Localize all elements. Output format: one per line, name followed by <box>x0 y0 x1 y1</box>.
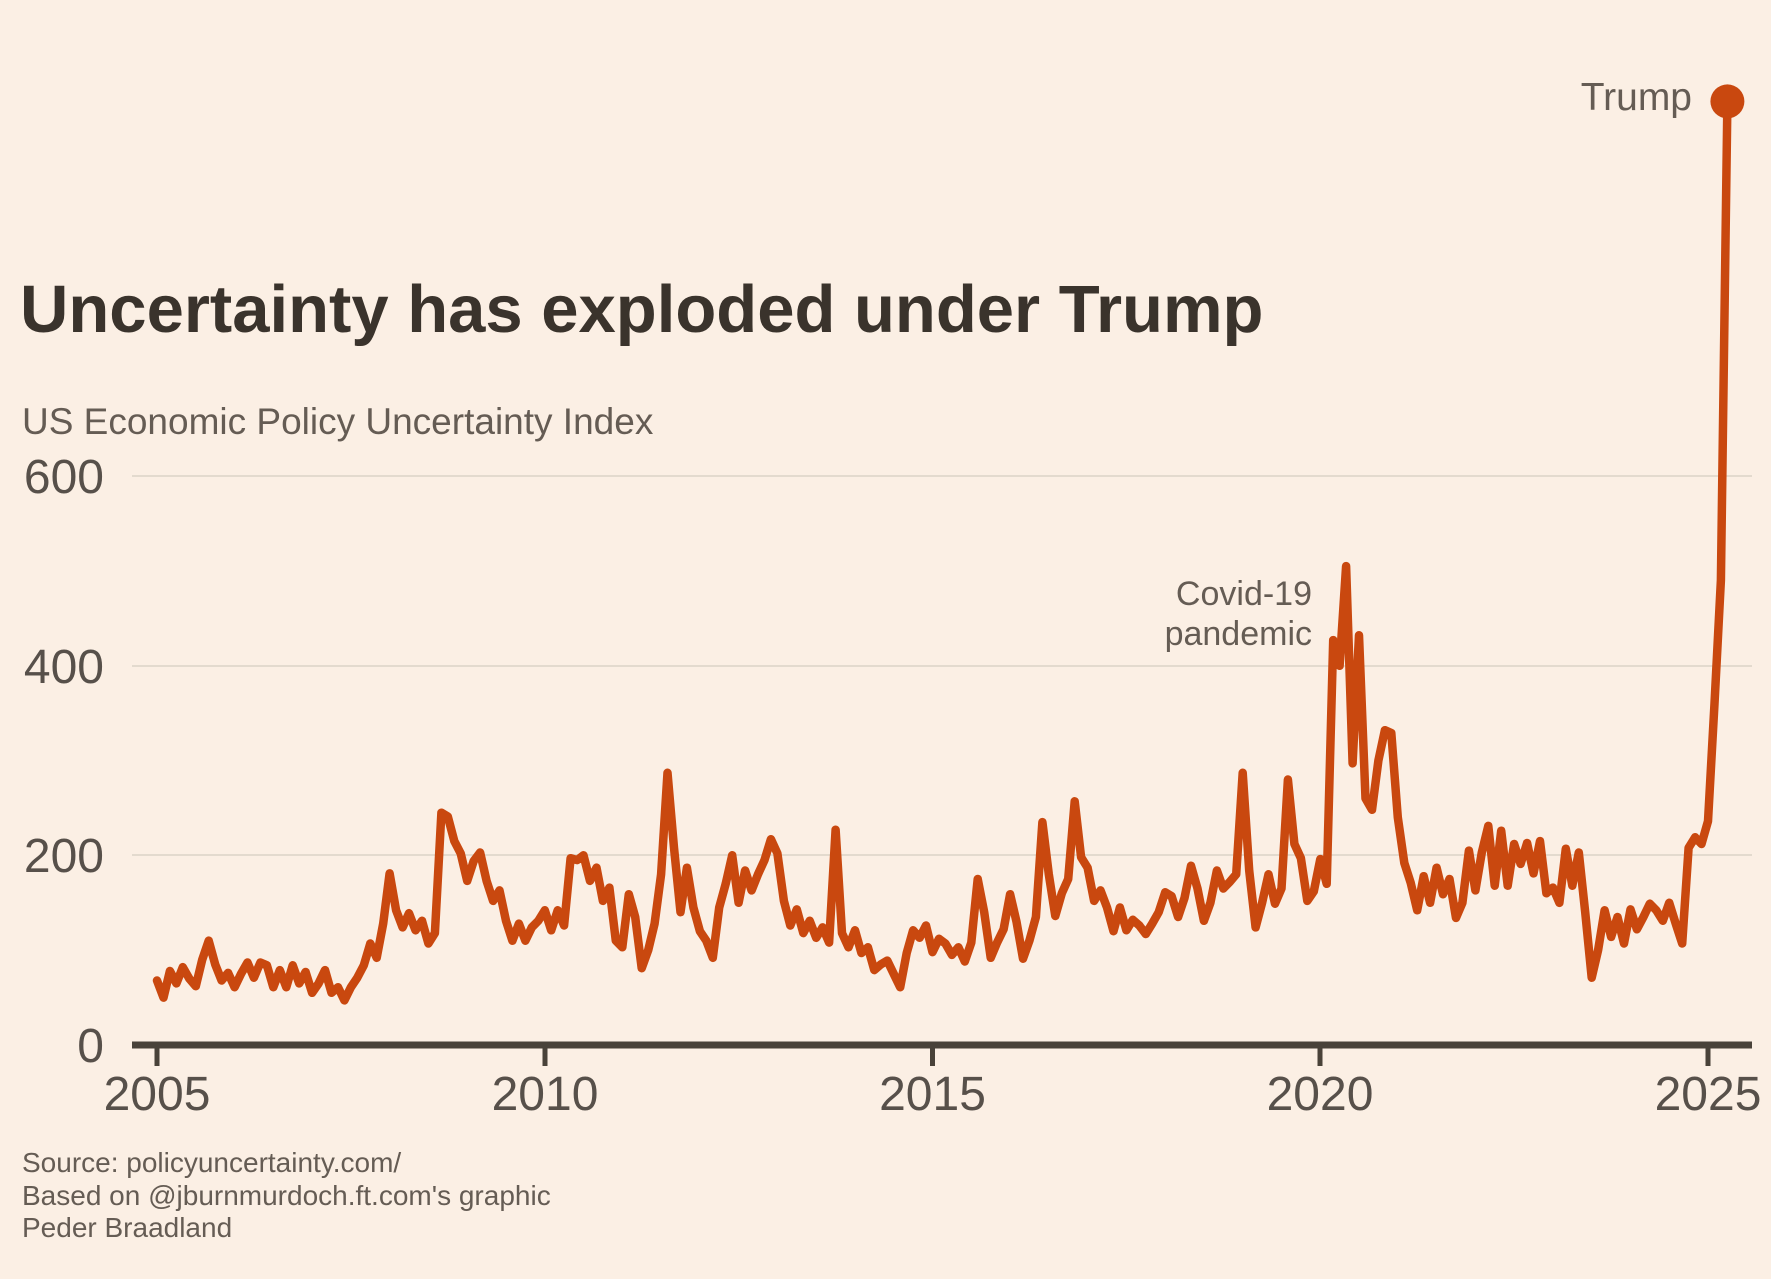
y-label-200: 200 <box>24 830 104 883</box>
latest-point-dot <box>1710 84 1745 119</box>
trump-annotation: Trump <box>1581 76 1692 119</box>
source-line3: Peder Braadland <box>22 1212 232 1243</box>
x-label-2025: 2025 <box>1655 1068 1762 1121</box>
x-label-2020: 2020 <box>1267 1068 1374 1121</box>
gridlines <box>132 475 1752 856</box>
y-axis-labels: 0 200 400 600 <box>24 451 104 1073</box>
source-line1: Source: policyuncertainty.com/ <box>22 1147 401 1178</box>
source-line2: Based on @jburnmurdoch.ft.com's graphic <box>22 1180 551 1211</box>
epu-line-series <box>152 97 1732 1005</box>
covid-annotation-line1: Covid-19 <box>1176 575 1312 613</box>
y-label-0: 0 <box>77 1020 104 1073</box>
covid-annotation-line2: pandemic <box>1165 615 1312 653</box>
x-axis-labels: 2005 2010 2015 2020 2025 <box>104 1068 1762 1121</box>
y-label-600: 600 <box>24 451 104 504</box>
source-credit: Source: policyuncertainty.com/ Based on … <box>22 1147 551 1243</box>
x-axis-ticks <box>154 1045 1711 1066</box>
x-label-2005: 2005 <box>104 1068 211 1121</box>
page-title: Uncertainty has exploded under Trump <box>20 272 1263 347</box>
page-subtitle: US Economic Policy Uncertainty Index <box>22 401 654 442</box>
x-label-2015: 2015 <box>879 1068 986 1121</box>
x-label-2010: 2010 <box>492 1068 599 1121</box>
y-label-400: 400 <box>24 641 104 694</box>
covid-annotation: Covid-19 pandemic <box>1165 575 1312 653</box>
